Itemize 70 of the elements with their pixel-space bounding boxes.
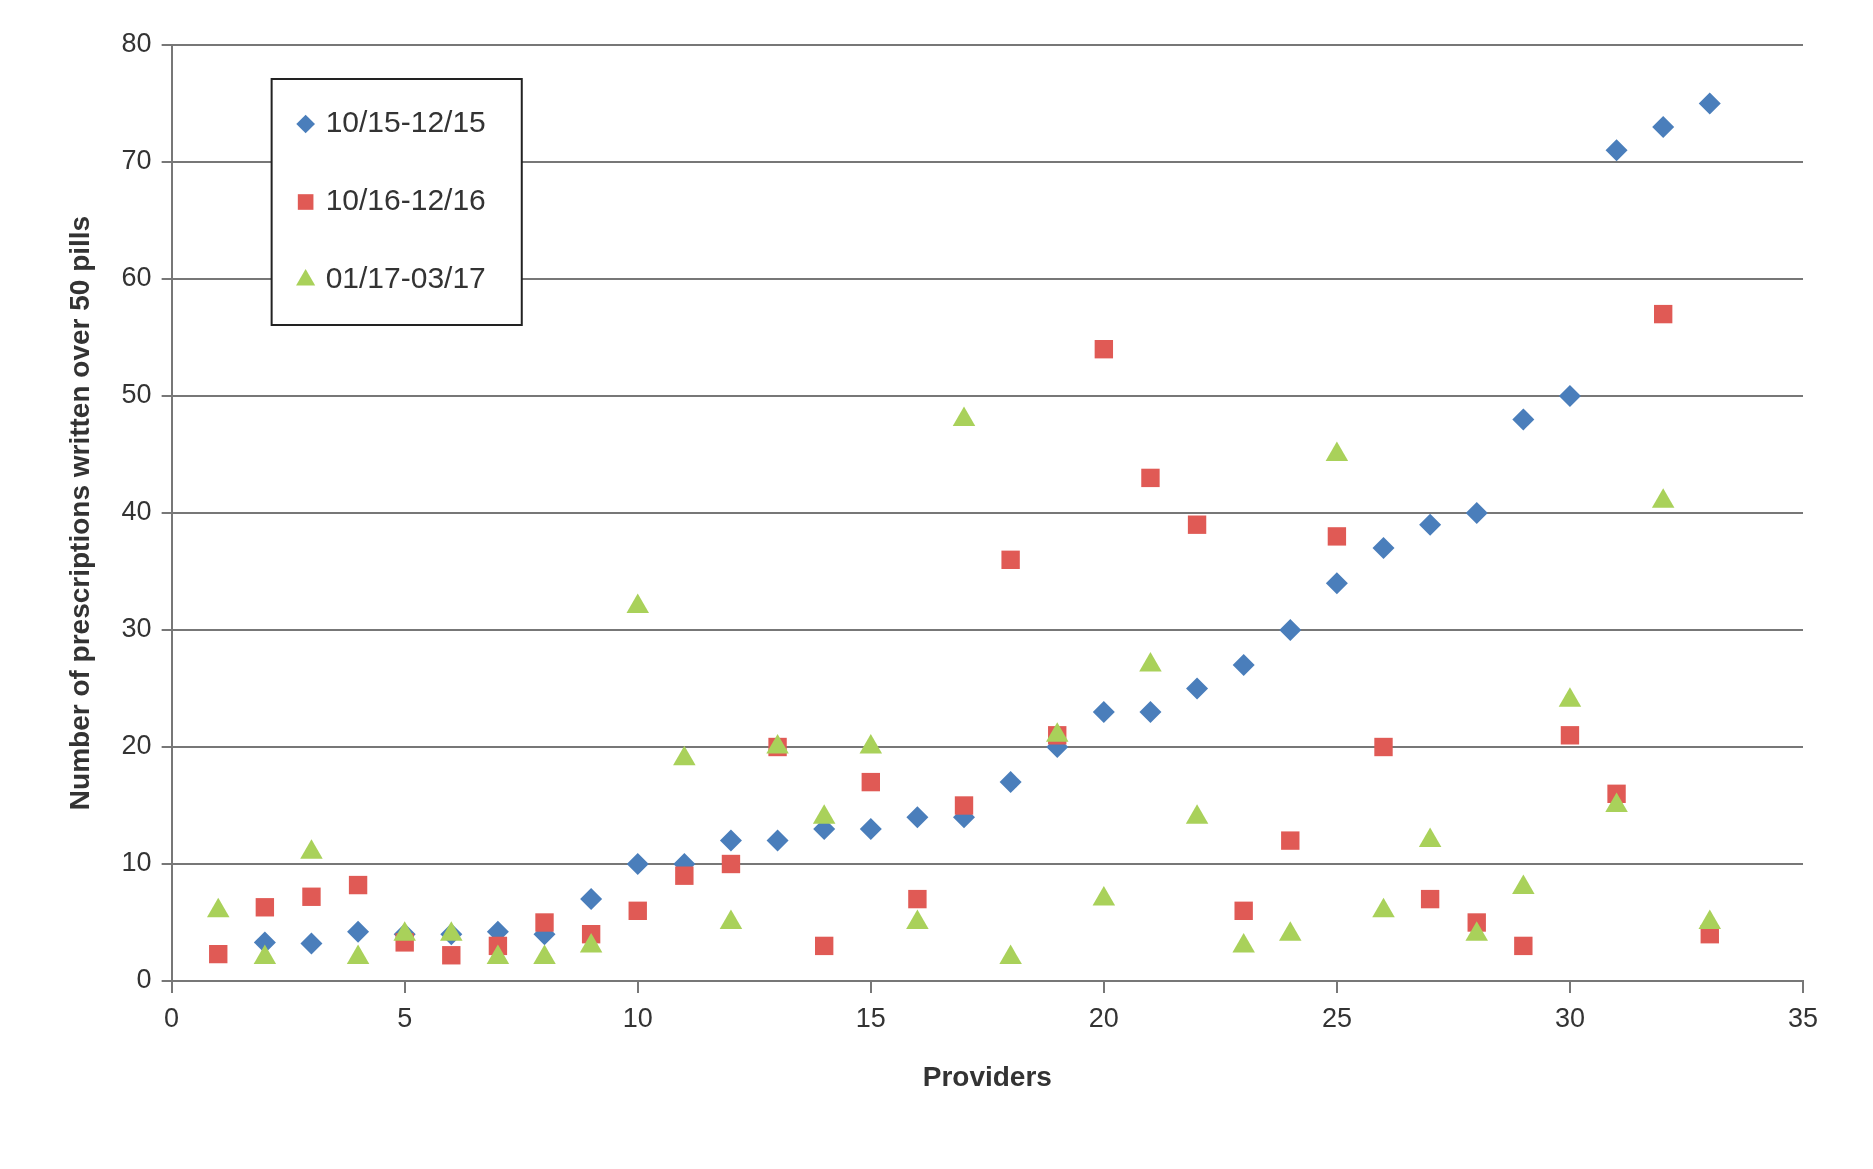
x-tick-label: 10 [622,1002,653,1033]
y-tick-label: 20 [121,730,152,761]
point [906,806,929,829]
point [1281,831,1300,850]
point [1514,936,1533,956]
point [1374,737,1393,757]
point [1001,550,1020,569]
point [1512,408,1535,431]
point [1372,537,1395,560]
x-tick-label: 25 [1321,1002,1352,1033]
point [861,772,880,792]
point [1420,889,1440,909]
point [300,932,323,955]
point [766,829,789,852]
y-tick-label: 40 [121,496,152,527]
y-axis-title: Number of prescriptions written over 50 pills [63,215,95,811]
point [347,920,370,943]
point [1325,572,1348,595]
y-tick-label: 30 [121,613,152,644]
y-tick-label: 0 [136,964,152,995]
point [1419,513,1442,536]
point [814,936,834,956]
point [442,946,461,965]
point [954,796,974,815]
point [348,875,368,895]
point [1652,115,1675,138]
point [999,771,1022,794]
x-tick-label: 15 [855,1002,886,1033]
point [628,901,647,920]
point [1141,468,1160,488]
point [1187,515,1207,534]
point [859,817,882,840]
x-tick-label: 5 [397,1002,413,1033]
point [580,888,603,911]
point [1558,385,1581,407]
legend-label: 10/15-12/15 [325,105,486,139]
point [1139,700,1162,723]
x-axis-title: Providers [922,1060,1052,1092]
point [675,866,694,885]
y-tick-label: 10 [121,847,152,878]
point [1605,139,1628,162]
point [721,854,741,874]
point [255,898,275,917]
legend-label: 01/17-03/17 [325,261,486,295]
point [302,887,321,906]
point [1653,304,1673,324]
point [1094,340,1114,359]
x-tick-label: 35 [1787,1002,1819,1033]
point [719,829,742,852]
point [1327,527,1347,546]
point [1232,654,1255,677]
x-tick-label: 0 [164,1002,180,1033]
point [1092,700,1115,723]
x-tick-label: 30 [1554,1002,1585,1033]
point [626,853,649,875]
point [1279,619,1302,641]
y-tick-label: 60 [121,262,152,293]
y-tick-label: 50 [121,379,152,410]
point [908,889,927,909]
y-tick-label: 70 [121,145,152,176]
point [209,944,228,964]
x-tick-label: 20 [1088,1002,1119,1033]
point [1234,901,1253,920]
legend-label: 10/16-12/16 [325,183,486,217]
point [1186,677,1209,700]
point [1560,726,1580,745]
point [535,913,554,932]
point [1465,502,1488,524]
point [1698,92,1721,115]
y-tick-label: 80 [121,28,152,59]
